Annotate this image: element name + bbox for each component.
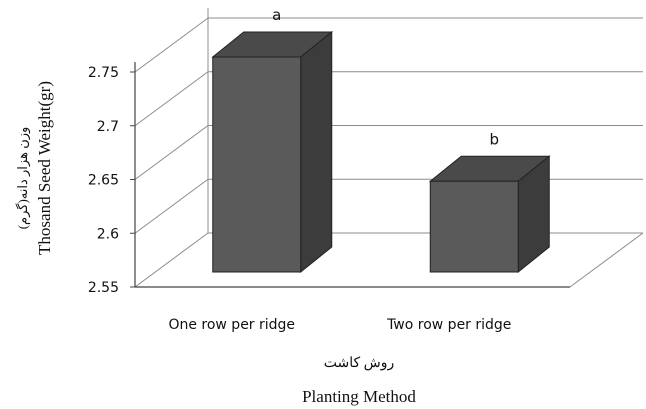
y-tick-label: 2.55 — [88, 280, 119, 296]
grid-lines — [134, 8, 644, 288]
bar-side-face — [300, 30, 333, 274]
y-tick-label: 2.7 — [97, 119, 119, 135]
grid-diagonal — [134, 178, 209, 234]
bar-data-label: a — [272, 6, 281, 24]
floor-right-edge — [569, 232, 644, 288]
grid-diagonal — [134, 17, 209, 73]
bar — [429, 180, 519, 273]
grid-diagonal — [134, 125, 209, 180]
bars: ab — [211, 6, 551, 274]
x-axis-label: Planting Method — [302, 387, 416, 406]
y-tick-label: 2.65 — [88, 173, 119, 189]
y-tick-label: 2.75 — [88, 65, 119, 81]
x-tick-labels: One row per ridge Two row per ridge — [168, 317, 511, 333]
bar-data-label: b — [489, 130, 499, 148]
x-tick-label: One row per ridge — [168, 317, 295, 333]
x-axis-label-persian: روش کاشت — [324, 356, 395, 371]
y-axis-label: Thosand Seed Weight(gr) — [35, 81, 54, 255]
grid-diagonal — [134, 232, 209, 288]
y-tick-labels: 2.55 2.6 2.65 2.7 2.75 — [88, 65, 135, 296]
grid-diagonal — [134, 71, 209, 127]
y-tick-label: 2.6 — [97, 226, 119, 242]
y-axis-label-persian: وزن هزار دانه(گرم) — [15, 127, 31, 230]
x-tick-label: Two row per ridge — [386, 317, 511, 333]
bar — [212, 56, 302, 273]
